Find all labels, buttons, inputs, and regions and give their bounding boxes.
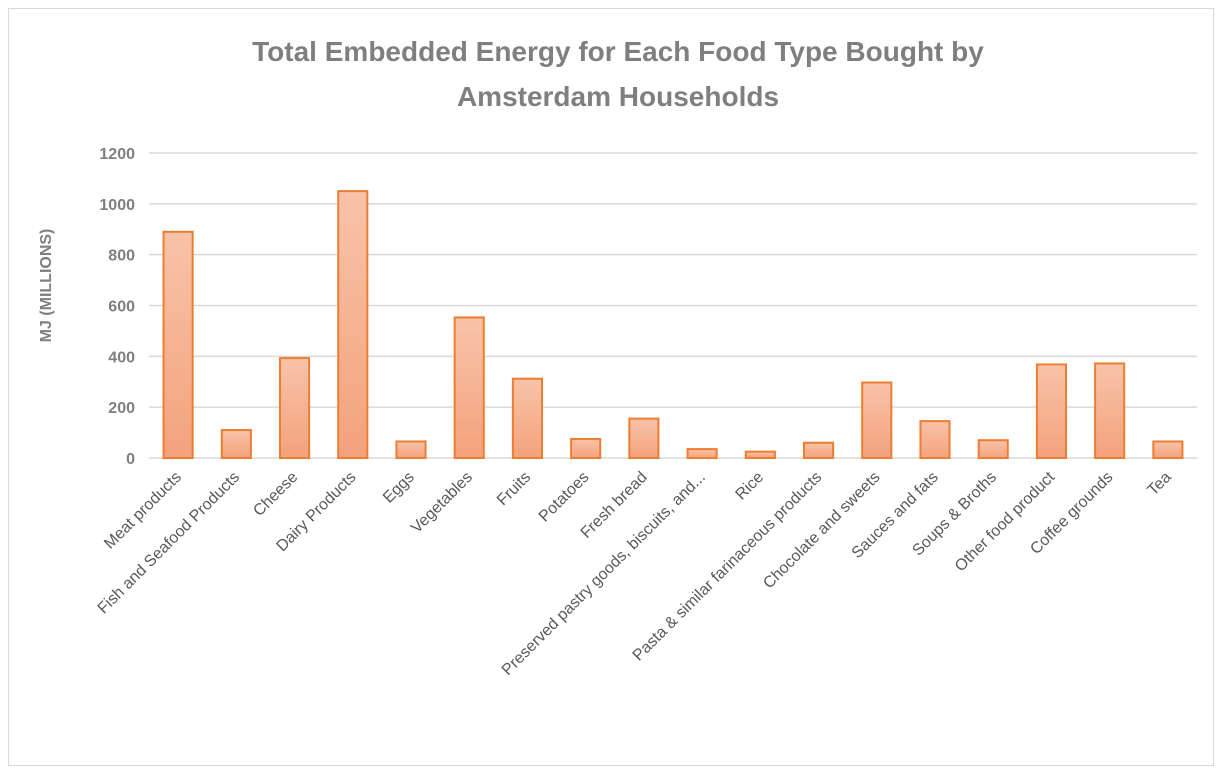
- x-category-label: Eggs: [380, 469, 418, 507]
- y-tick-label: 400: [108, 349, 135, 366]
- bar-6: [511, 377, 543, 460]
- bar-2: [279, 357, 311, 459]
- chart-title-line-2: Amsterdam Households: [457, 81, 779, 112]
- bar-16: [1094, 362, 1126, 460]
- bar-9: [686, 448, 718, 459]
- bar-3: [337, 190, 369, 459]
- chart-title-line-1: Total Embedded Energy for Each Food Type…: [252, 36, 984, 67]
- x-category-label: Tea: [1144, 469, 1174, 499]
- bar-1: [220, 429, 252, 459]
- y-tick-label: 800: [108, 248, 135, 265]
- y-tick-label: 200: [108, 400, 135, 417]
- y-axis-label: MJ (MILLIONS): [38, 229, 55, 343]
- x-category-label: Chocolate and sweets: [760, 469, 883, 592]
- bar-4: [395, 440, 427, 459]
- bar-8: [628, 417, 660, 459]
- x-category-label: Fruits: [494, 469, 534, 509]
- bar-7: [570, 437, 602, 459]
- bar-12: [861, 381, 893, 460]
- bar-13: [919, 420, 951, 460]
- x-category-label: Other food product: [952, 468, 1059, 575]
- y-tick-label: 600: [108, 299, 135, 316]
- bar-chart: Total Embedded Energy for Each Food Type…: [38, 36, 1197, 679]
- x-category-label: Vegetables: [408, 469, 476, 537]
- bar-14: [977, 439, 1009, 460]
- bar-15: [1035, 363, 1068, 460]
- y-tick-label: 0: [126, 451, 135, 468]
- chart-frame: Total Embedded Energy for Each Food Type…: [8, 8, 1214, 766]
- y-axis-ticks: 0 200 400 600 800 1000 1200: [99, 146, 135, 468]
- x-category-label: Cheese: [250, 469, 301, 520]
- x-category-label: Potatoes: [536, 469, 593, 526]
- bar-5: [453, 316, 485, 459]
- gridlines: [149, 152, 1197, 459]
- bars: [162, 190, 1184, 460]
- y-tick-label: 1000: [99, 197, 135, 214]
- bar-0: [162, 230, 194, 459]
- x-category-label: Preserved pastry goods, biscuits, and...: [499, 469, 709, 679]
- bar-17: [1152, 440, 1184, 459]
- bar-10: [744, 450, 776, 460]
- bar-11: [803, 441, 835, 459]
- x-category-label: Rice: [733, 469, 768, 504]
- y-tick-label: 1200: [99, 146, 135, 163]
